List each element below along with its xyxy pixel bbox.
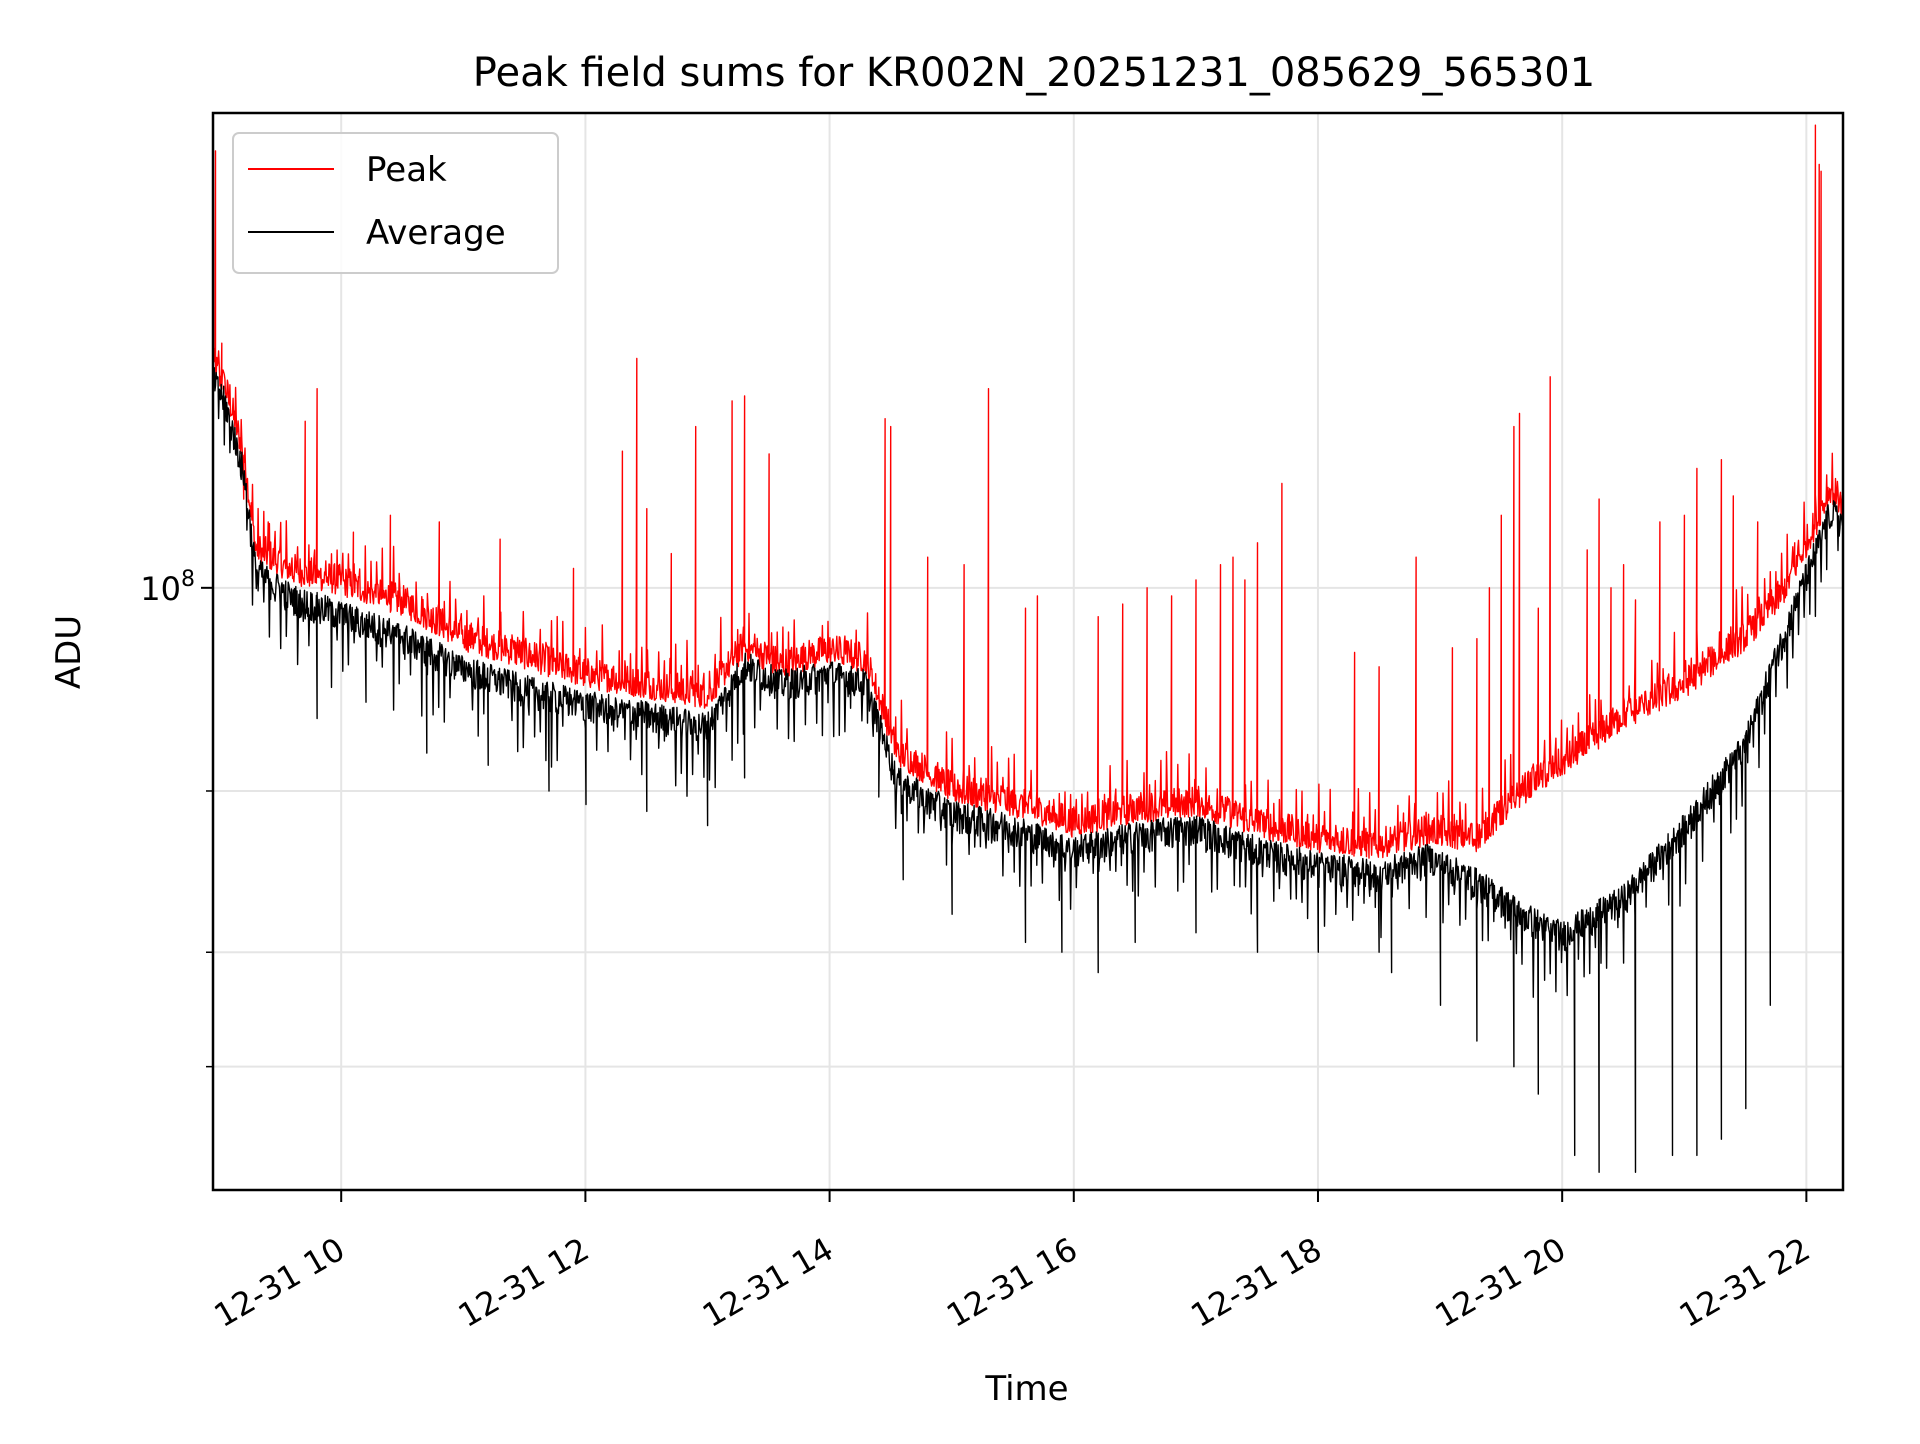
y-axis-ticks: 108 — [140, 567, 213, 1068]
legend-label-peak: Peak — [366, 150, 447, 190]
legend: Peak Average — [232, 132, 559, 274]
legend-label-average: Average — [366, 213, 506, 253]
chart-title: Peak field sums for KR002N_20251231_0856… — [473, 50, 1595, 96]
series-line-peak — [213, 124, 1843, 859]
y-tick-label-0: 108 — [140, 567, 195, 608]
plot-frame — [211, 111, 1845, 1192]
x-axis-label: Time — [984, 1369, 1068, 1409]
series-layer — [213, 124, 1843, 1173]
series-line-average — [213, 367, 1843, 1173]
y-axis-label: ADU — [49, 615, 89, 689]
